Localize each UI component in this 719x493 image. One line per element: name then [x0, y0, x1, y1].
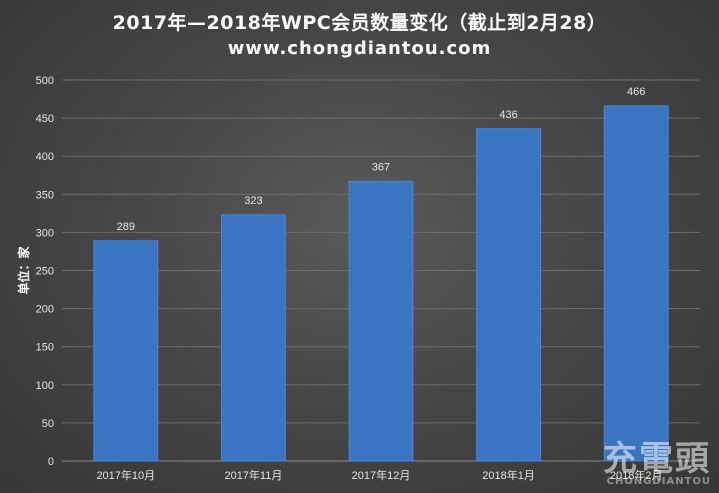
data-label: 323: [244, 195, 262, 207]
bar: [348, 180, 414, 462]
bar: [476, 128, 542, 462]
bar: [603, 105, 669, 462]
x-tick-label: 2017年12月: [352, 468, 411, 482]
y-tick-label: 500: [36, 75, 54, 87]
y-tick-label: 100: [36, 380, 54, 392]
bar: [93, 240, 159, 462]
data-label: 436: [499, 109, 517, 121]
y-tick-label: 200: [36, 304, 54, 316]
y-tick-label: 50: [42, 418, 54, 430]
data-label: 466: [627, 86, 645, 98]
y-tick-label: 0: [48, 456, 54, 468]
watermark-subtitle: CHONGDIANTOU: [606, 476, 711, 487]
y-tick-label: 400: [36, 151, 54, 163]
y-tick-label: 150: [36, 342, 54, 354]
watermark-logo: 充電頭 CHONGDIANTOU: [603, 442, 711, 487]
y-tick-label: 300: [36, 227, 54, 239]
y-tick-label: 250: [36, 266, 54, 278]
x-tick-label: 2017年10月: [96, 468, 155, 482]
x-tick-label: 2017年11月: [224, 468, 282, 482]
y-axis-label: 单位：家: [16, 246, 31, 295]
data-label: 367: [372, 161, 390, 173]
watermark-title: 充電頭: [603, 439, 711, 479]
data-label: 289: [117, 221, 135, 233]
y-tick-label: 450: [36, 113, 54, 125]
x-tick-label: 2018年2月: [610, 468, 663, 482]
bar: [221, 214, 286, 462]
chart-subtitle: www.chongdiantou.com: [227, 38, 492, 59]
y-tick-label: 350: [36, 189, 54, 201]
x-tick-label: 2018年1月: [482, 468, 535, 482]
chart-title: 2017年—2018年WPC会员数量变化（截止到2月28）: [112, 12, 607, 34]
